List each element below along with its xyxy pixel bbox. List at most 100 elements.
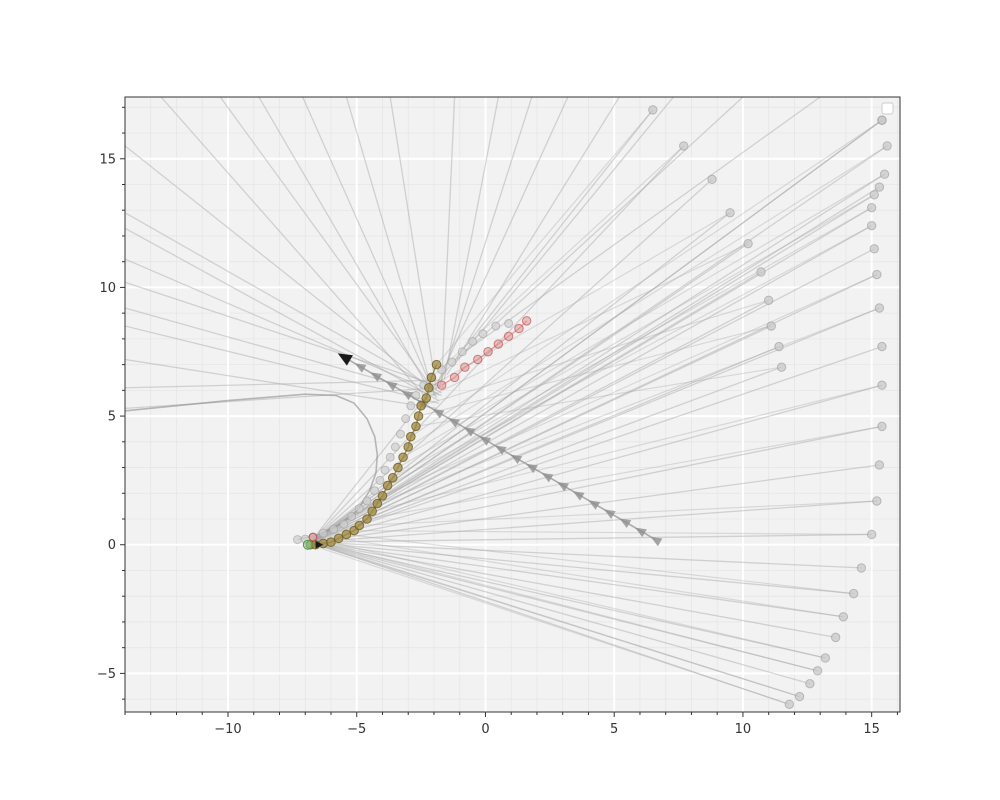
- bearing-line: [125, 212, 443, 394]
- estimate-point: [405, 431, 416, 442]
- plot-area: [125, 97, 900, 712]
- sensor-point: [491, 321, 501, 331]
- ray-line: [402, 173, 885, 458]
- bearing-line: [438, 97, 533, 388]
- x-tick-label: 10: [735, 722, 752, 737]
- ray-line: [310, 544, 790, 705]
- target-point: [766, 321, 776, 331]
- sensor-point: [370, 486, 380, 496]
- target-point: [774, 341, 784, 352]
- sensor-point: [395, 429, 405, 439]
- sensor-point: [457, 347, 467, 357]
- estimate-point: [398, 452, 408, 463]
- y-tick-label: 15: [99, 152, 116, 167]
- arrow-chevron: [448, 418, 460, 428]
- ray-line: [425, 243, 749, 399]
- estimate-point: [367, 506, 377, 517]
- bearing-line: [456, 97, 744, 360]
- bearing-line: [219, 97, 435, 391]
- sensor-point: [380, 465, 390, 475]
- ray-line: [310, 533, 872, 543]
- truth-point: [521, 316, 532, 326]
- ray-line: [436, 109, 654, 366]
- ray-line: [415, 366, 782, 427]
- ray-line: [338, 537, 844, 618]
- target-point: [872, 269, 882, 280]
- ray-line: [372, 384, 883, 512]
- bearing-line: [441, 97, 456, 383]
- ray-line: [346, 533, 854, 595]
- ray-line: [310, 425, 883, 543]
- ray-line: [323, 542, 818, 672]
- ray-line: [310, 366, 782, 543]
- target-point: [872, 496, 882, 506]
- ray-line: [310, 248, 875, 543]
- arrow-chevron: [635, 527, 647, 538]
- arrow-chevron: [385, 381, 398, 391]
- arrow-chevron: [370, 372, 383, 382]
- estimate-point: [393, 462, 403, 473]
- estimate-point: [372, 498, 383, 509]
- y-tick-label: 10: [99, 281, 116, 296]
- arrow-chevron: [479, 436, 492, 446]
- bearing-line: [125, 227, 440, 402]
- arrow-chevron: [510, 454, 523, 465]
- target-point: [882, 141, 892, 151]
- target-point: [784, 699, 794, 709]
- ray-line: [387, 225, 872, 487]
- arrow-chevron: [354, 363, 367, 373]
- ray-line: [309, 109, 654, 543]
- ray-line: [310, 225, 872, 543]
- sensor-point: [329, 524, 339, 534]
- estimate-point: [387, 473, 398, 483]
- target-point: [866, 220, 877, 231]
- target-point: [648, 105, 658, 115]
- truth-start-point: [308, 532, 318, 542]
- ray-line: [310, 273, 878, 543]
- arrow-chevron: [619, 518, 632, 528]
- sensor-point: [339, 519, 349, 529]
- y-tick-label: 0: [108, 538, 116, 553]
- y-tick-label: 5: [108, 410, 116, 425]
- estimate-point: [431, 359, 442, 370]
- ray-line: [397, 194, 875, 469]
- ray-line: [382, 274, 878, 497]
- sensor-point: [375, 475, 385, 485]
- bearing-line: [464, 97, 821, 353]
- sensor-point: [504, 318, 514, 328]
- data-layer: [125, 97, 892, 709]
- ray-line: [310, 541, 836, 639]
- target-point: [869, 190, 879, 200]
- target-point: [794, 691, 805, 702]
- arrow-chevron: [463, 427, 476, 437]
- ray-line: [310, 541, 790, 705]
- estimate-point: [326, 537, 336, 547]
- ray-line: [310, 541, 862, 569]
- bearing-line: [258, 97, 432, 394]
- ray-line: [310, 145, 888, 543]
- truth-point: [483, 347, 493, 357]
- target-point: [805, 678, 815, 689]
- bearing-line: [302, 97, 438, 399]
- sensor-point: [478, 329, 488, 339]
- estimate-point: [333, 533, 344, 544]
- ray-line: [310, 346, 780, 543]
- target-point: [877, 115, 887, 125]
- ray-line: [359, 500, 877, 527]
- target-point: [756, 267, 766, 277]
- estimate-point: [424, 382, 434, 393]
- sensor-point: [447, 357, 457, 367]
- estimate-point: [341, 529, 352, 540]
- estimate-point: [377, 491, 388, 501]
- ray-line: [310, 541, 826, 659]
- sensor-point: [406, 401, 416, 411]
- minor-grid: [124, 97, 900, 712]
- sensor-point: [385, 452, 395, 462]
- x-tick-label: 15: [863, 722, 880, 737]
- ray-line: [315, 544, 800, 698]
- arrow-chevron: [572, 491, 585, 501]
- truth-point: [493, 339, 504, 349]
- bearing-line: [345, 97, 435, 396]
- ray-line: [310, 541, 811, 685]
